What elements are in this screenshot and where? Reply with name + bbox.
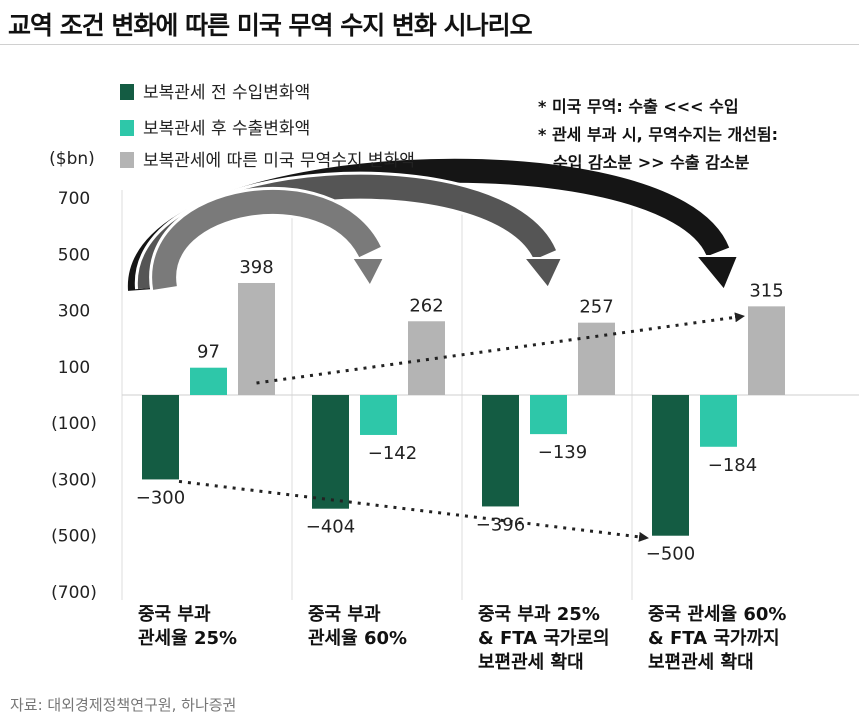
bar <box>238 282 275 395</box>
data-label: −404 <box>306 517 355 538</box>
bar <box>482 395 519 507</box>
y-tick-label: (700) <box>51 583 97 603</box>
data-label: −139 <box>538 442 587 463</box>
legend-swatch <box>120 152 134 168</box>
bar <box>530 395 567 435</box>
annotation-note: 수입 감소분 >> 수출 감소분 <box>553 153 750 172</box>
y-tick-label: 100 <box>58 358 90 378</box>
bar <box>190 367 227 395</box>
data-label: −142 <box>368 443 417 464</box>
data-label: 262 <box>409 295 443 316</box>
legend-label: 보복관세 후 수출변화액 <box>143 119 310 139</box>
x-category-label: 중국 관세율 60% & FTA 국가까지 보편관세 확대 <box>648 604 786 673</box>
y-tick-label: 700 <box>58 189 90 209</box>
title-divider <box>0 44 859 45</box>
data-label: −396 <box>476 514 525 535</box>
bar <box>700 395 737 447</box>
y-tick-label: (300) <box>51 470 97 490</box>
legend-swatch <box>120 120 134 136</box>
x-category-label: 중국 부과 25% & FTA 국가로의 보편관세 확대 <box>478 604 610 673</box>
y-unit-label: ($bn) <box>49 149 95 169</box>
bar <box>748 306 785 395</box>
bar <box>652 395 689 536</box>
y-tick-label: 500 <box>58 245 90 265</box>
y-tick-label: 300 <box>58 302 90 322</box>
bar <box>360 395 397 435</box>
bar <box>408 321 445 395</box>
data-label: 97 <box>197 342 220 363</box>
bar <box>142 395 179 480</box>
bar-chart: 700 500 300 100 (100) (300) (500) (700) ($bn) −30… <box>49 83 859 673</box>
import-trend-arrow <box>178 479 649 542</box>
legend-label: 보복관세에 따른 미국 무역수지 변화액 <box>143 151 415 171</box>
x-category-label: 중국 부과 관세율 25% <box>138 604 237 649</box>
data-label: 398 <box>239 257 273 278</box>
annotation-note: * 미국 무역: 수출 <<< 수입 <box>538 97 739 116</box>
data-label: −500 <box>646 544 695 565</box>
data-label: 315 <box>749 280 783 301</box>
y-tick-label: (500) <box>51 527 97 547</box>
curved-arrow-3-head <box>693 255 740 292</box>
trade-balance-trend-arrow <box>256 312 745 385</box>
curved-arrow-2-head <box>521 257 564 290</box>
data-label: 257 <box>579 297 613 318</box>
data-label: −184 <box>708 455 757 476</box>
x-category-label: 중국 부과 관세율 60% <box>308 604 407 649</box>
bar <box>312 395 349 509</box>
annotation-note: * 관세 부과 시, 무역수지는 개선됨: <box>538 125 778 144</box>
source-note: 자료: 대외경제정책연구원, 하나증권 <box>10 696 237 714</box>
curved-arrow-1-head <box>350 257 386 289</box>
y-tick-label: (100) <box>51 414 97 434</box>
chart-title: 교역 조건 변화에 따른 미국 무역 수지 변화 시나리오 <box>8 11 533 40</box>
bar <box>578 322 615 395</box>
legend-label: 보복관세 전 수입변화액 <box>143 83 310 103</box>
legend-swatch <box>120 84 134 100</box>
data-label: −300 <box>136 487 185 508</box>
curved-arrow-1 <box>152 189 381 290</box>
